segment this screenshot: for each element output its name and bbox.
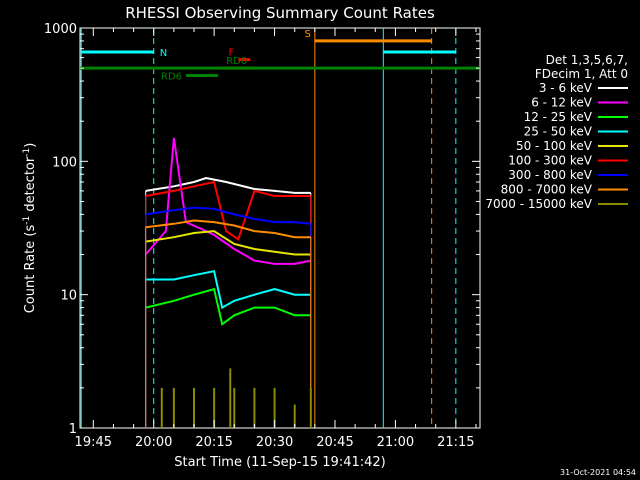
series-line-3	[145, 270, 311, 310]
x-tick-label: 20:00	[135, 435, 172, 450]
y-axis-label-sup2: -1	[22, 148, 32, 157]
legend-header-2: FDecim 1, Att 0	[535, 67, 628, 81]
x-tick-label: 20:30	[256, 435, 293, 450]
legend-label: 50 - 100 keV	[516, 139, 593, 153]
legend-label: 12 - 25 keV	[524, 110, 593, 124]
x-tick-label: 21:15	[437, 435, 474, 450]
series-line-7	[145, 219, 311, 239]
flag-label-rd6: RD6	[161, 72, 182, 83]
flag-label-n: N	[160, 48, 167, 59]
y-axis-label-c: )	[23, 143, 38, 148]
y-axis: 1 10 100 1000	[44, 22, 480, 437]
legend: Det 1,3,5,6,7, FDecim 1, Att 0 3 - 6 keV…	[485, 53, 628, 211]
series-line-5	[145, 180, 311, 241]
x-tick-label: 21:00	[377, 435, 414, 450]
legend-label: 25 - 50 keV	[524, 125, 593, 139]
flag-label-f: F	[229, 48, 235, 59]
x-tick-label: 20:45	[316, 435, 353, 450]
footer-date: 31-Oct-2021 04:54	[560, 468, 636, 477]
plot-frame	[79, 27, 481, 429]
x-tick-label: 20:15	[195, 435, 232, 450]
y-axis-label: Count Rate (s-1 detector-1)	[22, 143, 38, 314]
series-line-6	[145, 206, 311, 225]
x-axis-label: Start Time (11-Sep-15 19:41:42)	[174, 455, 385, 470]
x-axis: 19:45 20:00 20:15 20:30 20:45 21:00 21:15	[75, 28, 477, 450]
legend-label: 7000 - 15000 keV	[485, 197, 592, 211]
y-tick-label: 10	[60, 289, 77, 304]
series-line-2	[145, 287, 311, 326]
series-line-1	[144, 137, 312, 265]
series-line-4	[145, 230, 311, 256]
y-axis-label-sup1: -1	[22, 216, 32, 225]
y-axis-label-b: detector	[23, 156, 38, 216]
legend-label: 300 - 800 keV	[508, 168, 592, 182]
flag-label-rd0: RD0	[226, 56, 247, 67]
legend-label: 800 - 7000 keV	[501, 183, 593, 197]
y-tick-label: 1000	[44, 22, 77, 37]
legend-header-1: Det 1,3,5,6,7,	[546, 53, 628, 67]
y-tick-label: 100	[52, 155, 77, 170]
legend-label: 3 - 6 keV	[539, 81, 593, 95]
chart-title: RHESSI Observing Summary Count Rates	[125, 4, 435, 22]
legend-label: 6 - 12 keV	[531, 96, 593, 110]
flag-label-s: S	[304, 29, 310, 40]
legend-label: 100 - 300 keV	[508, 154, 592, 168]
x-tick-label: 19:45	[75, 435, 112, 450]
y-axis-label-a: Count Rate (s	[23, 225, 38, 314]
y-tick-label: 1	[69, 422, 77, 437]
